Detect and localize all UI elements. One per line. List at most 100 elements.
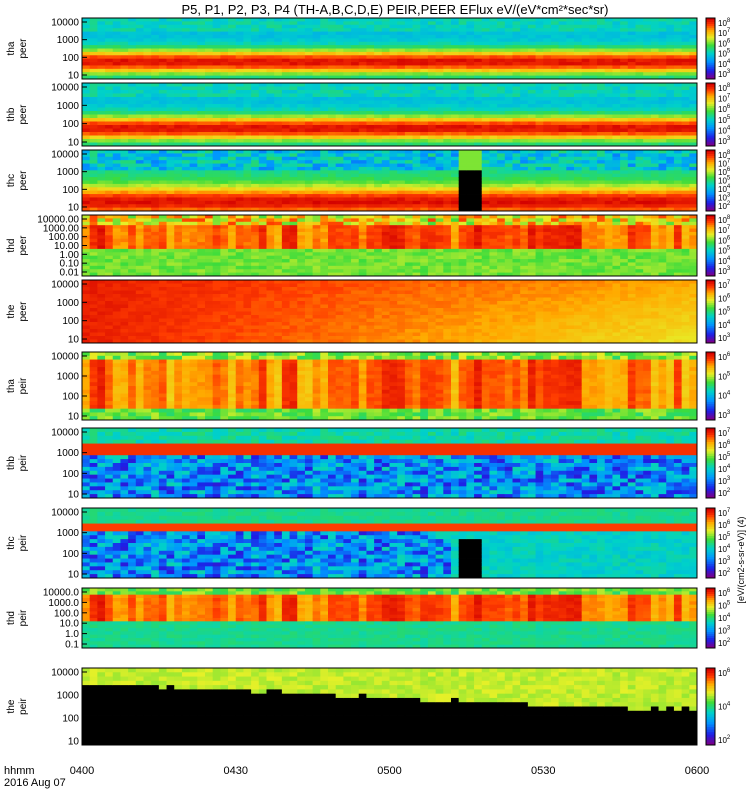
- heatmap-cell: [504, 190, 513, 195]
- heatmap-cell: [297, 204, 306, 209]
- heatmap-cell: [128, 38, 137, 43]
- heatmap-cell: [166, 160, 175, 164]
- heatmap-cell: [328, 24, 337, 29]
- heatmap-cell: [497, 204, 506, 209]
- heatmap-cell: [451, 93, 460, 98]
- heatmap-cell: [435, 177, 444, 181]
- heatmap-cell: [82, 163, 91, 168]
- heatmap-cell: [82, 90, 91, 94]
- heatmap-cell: [389, 48, 398, 53]
- heatmap-cell: [650, 118, 659, 122]
- heatmap-cell: [389, 24, 398, 29]
- heatmap-cell: [412, 135, 421, 140]
- heatmap-cell: [274, 207, 283, 212]
- heatmap-cell: [351, 86, 360, 91]
- heatmap-cell: [643, 31, 652, 36]
- heatmap-cell: [527, 114, 536, 119]
- heatmap-cell: [681, 65, 690, 70]
- heatmap-cell: [381, 163, 390, 168]
- heatmap-cell: [520, 51, 529, 56]
- heatmap-cell: [328, 100, 337, 105]
- heatmap-cell: [597, 21, 606, 26]
- heatmap-cell: [243, 204, 252, 209]
- heatmap-cell: [135, 156, 144, 161]
- heatmap-cell: [235, 125, 244, 129]
- heatmap-cell: [497, 163, 506, 168]
- heatmap-cell: [220, 163, 229, 168]
- heatmap-cell: [589, 90, 598, 94]
- heatmap-cell: [97, 204, 106, 209]
- heatmap-cell: [251, 200, 260, 205]
- heatmap-cell: [151, 259, 160, 263]
- heatmap-cell: [635, 180, 644, 185]
- heatmap-cell: [197, 93, 206, 98]
- heatmap-cell: [404, 128, 413, 133]
- heatmap-cell: [120, 139, 129, 143]
- heatmap-cell: [627, 68, 636, 73]
- heatmap-cell: [504, 58, 513, 63]
- heatmap-cell: [358, 150, 367, 154]
- heatmap-cell: [258, 72, 267, 77]
- heatmap-cell: [474, 121, 483, 126]
- heatmap-cell: [381, 18, 390, 22]
- heatmap-cell: [504, 200, 513, 205]
- heatmap-cell: [466, 156, 475, 161]
- heatmap-cell: [151, 121, 160, 126]
- heatmap-cell: [451, 204, 460, 209]
- heatmap-cell: [335, 75, 344, 80]
- heatmap-cell: [181, 34, 191, 39]
- heatmap-cell: [105, 125, 114, 129]
- heatmap-cell: [220, 262, 229, 267]
- heatmap-cell: [251, 180, 260, 185]
- heatmap-cell: [366, 132, 375, 136]
- heatmap-cell: [281, 221, 290, 226]
- heatmap-cell: [574, 194, 583, 198]
- heatmap-cell: [527, 197, 536, 202]
- heatmap-cell: [335, 41, 344, 46]
- heatmap-cell: [474, 45, 483, 49]
- heatmap-cell: [574, 183, 583, 188]
- heatmap-cell: [120, 200, 129, 205]
- heatmap-cell: [627, 204, 636, 209]
- heatmap-cell: [112, 187, 121, 192]
- heatmap-cell: [597, 142, 606, 147]
- heatmap-cell: [82, 58, 91, 63]
- heatmap-cell: [181, 41, 191, 46]
- heatmap-cell: [228, 118, 237, 122]
- y-axis-label: thb: [6, 107, 17, 121]
- heatmap-cell: [174, 221, 183, 226]
- heatmap-cell: [550, 118, 560, 122]
- heatmap-cell: [627, 24, 636, 29]
- heatmap-cell: [435, 24, 444, 29]
- heatmap-cell: [574, 68, 583, 73]
- heatmap-cell: [681, 51, 690, 56]
- heatmap-cell: [389, 183, 398, 188]
- heatmap-cell: [158, 135, 167, 140]
- heatmap-cell: [427, 135, 437, 140]
- heatmap-cell: [220, 45, 229, 49]
- heatmap-cell: [258, 163, 267, 168]
- heatmap-cell: [650, 75, 659, 80]
- heatmap-cell: [658, 62, 667, 66]
- heatmap-cell: [435, 111, 444, 115]
- heatmap-cell: [635, 160, 644, 164]
- heatmap-cell: [474, 51, 483, 56]
- heatmap-cell: [504, 135, 513, 140]
- heatmap-cell: [228, 45, 237, 49]
- heatmap-cell: [174, 114, 183, 119]
- heatmap-cell: [205, 187, 214, 192]
- heatmap-cell: [558, 142, 567, 147]
- heatmap-cell: [235, 111, 244, 115]
- heatmap-cell: [112, 68, 121, 73]
- heatmap-cell: [189, 114, 198, 119]
- heatmap-cell: [320, 170, 329, 175]
- heatmap-cell: [151, 93, 160, 98]
- colorbar-segment: [706, 156, 715, 159]
- heatmap-cell: [328, 163, 337, 168]
- heatmap-cell: [351, 150, 360, 154]
- heatmap-cell: [304, 200, 314, 205]
- heatmap-cell: [566, 68, 575, 73]
- heatmap-cell: [266, 204, 275, 209]
- heatmap-cell: [128, 156, 137, 161]
- heatmap-cell: [151, 128, 160, 133]
